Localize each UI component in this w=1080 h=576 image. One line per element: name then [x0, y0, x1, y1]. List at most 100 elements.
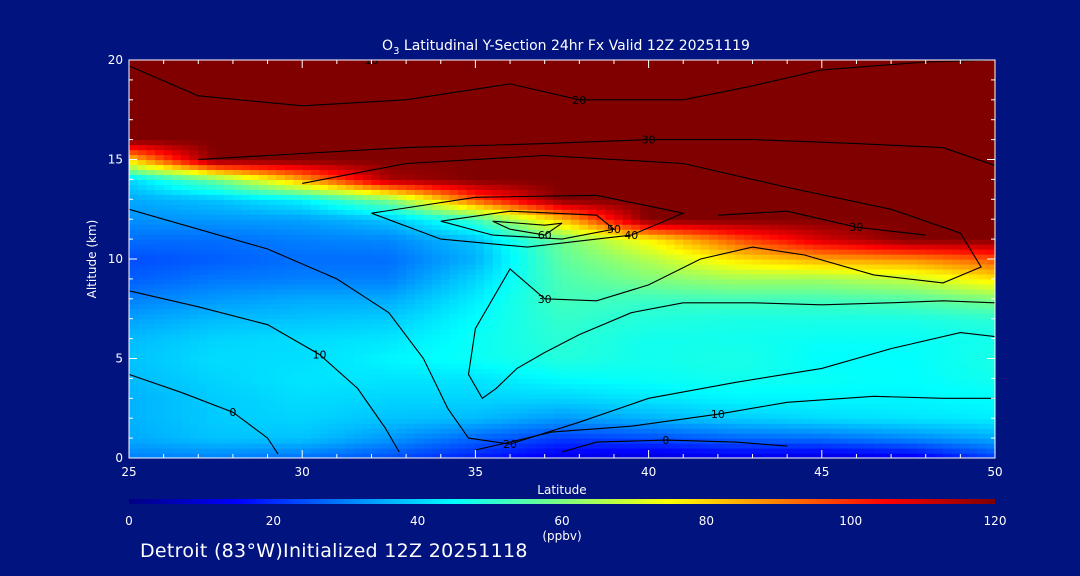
heatmap-cell	[657, 398, 667, 404]
heatmap-cell	[717, 224, 728, 230]
heatmap-cell	[899, 259, 909, 265]
heatmap-cell	[562, 313, 572, 320]
heatmap-cell	[639, 278, 650, 285]
heatmap-cell	[726, 313, 736, 320]
heatmap-cell	[743, 418, 754, 424]
heatmap-cell	[423, 373, 433, 379]
heatmap-cell	[129, 428, 139, 434]
heatmap-cell	[648, 323, 658, 330]
heatmap-cell	[206, 378, 217, 384]
heatmap-cell	[761, 283, 771, 290]
heatmap-cell	[830, 373, 840, 379]
heatmap-cell	[154, 438, 165, 444]
heatmap-cell	[440, 328, 451, 335]
heatmap-cell	[319, 433, 329, 439]
heatmap-cell	[544, 388, 554, 394]
heatmap-cell	[492, 418, 502, 424]
heatmap-cell	[778, 298, 788, 305]
heatmap-cell	[137, 224, 147, 230]
heatmap-cell	[709, 418, 719, 424]
heatmap-cell	[917, 438, 927, 444]
heatmap-cell	[432, 249, 442, 255]
heatmap-cell	[432, 244, 442, 250]
heatmap-cell	[250, 214, 260, 220]
heatmap-cell	[232, 293, 243, 300]
heatmap-cell	[423, 353, 433, 360]
heatmap-cell	[475, 328, 485, 335]
heatmap-cell	[553, 214, 563, 220]
heatmap-cell	[865, 209, 875, 215]
heatmap-cell	[362, 398, 373, 404]
heatmap-cell	[986, 378, 995, 384]
heatmap-cell	[371, 244, 381, 250]
heatmap-cell	[969, 348, 979, 355]
heatmap-cell	[787, 273, 797, 280]
heatmap-cell	[960, 423, 970, 429]
heatmap-cell	[665, 214, 676, 220]
heatmap-cell	[631, 313, 641, 320]
heatmap-cell	[873, 298, 884, 305]
heatmap-cell	[830, 368, 840, 375]
heatmap-cell	[596, 318, 606, 325]
heatmap-cell	[501, 278, 511, 285]
heatmap-cell	[934, 268, 944, 275]
heatmap-cell	[215, 428, 225, 434]
heatmap-cell	[934, 353, 944, 360]
heatmap-cell	[735, 348, 745, 355]
heatmap-cell	[570, 428, 580, 434]
heatmap-cell	[865, 263, 875, 270]
heatmap-cell	[596, 438, 606, 444]
heatmap-cell	[752, 268, 762, 275]
heatmap-cell	[501, 358, 511, 365]
heatmap-cell	[899, 214, 909, 220]
heatmap-cell	[761, 313, 771, 320]
heatmap-cell	[839, 239, 849, 245]
heatmap-cell	[449, 338, 459, 345]
heatmap-cell	[310, 278, 321, 285]
heatmap-cell	[856, 328, 866, 335]
heatmap-cell	[336, 433, 347, 439]
heatmap-cell	[232, 373, 243, 379]
heatmap-cell	[587, 283, 598, 290]
heatmap-cell	[605, 453, 615, 458]
heatmap-cell	[319, 263, 329, 270]
heatmap-cell	[934, 448, 944, 454]
heatmap-cell	[657, 244, 667, 250]
heatmap-cell	[717, 383, 728, 389]
heatmap-cell	[613, 343, 624, 350]
heatmap-cell	[648, 219, 658, 225]
heatmap-cell	[613, 318, 624, 325]
heatmap-cell	[406, 333, 416, 340]
heatmap-cell	[310, 214, 321, 220]
heatmap-cell	[241, 308, 251, 315]
heatmap-cell	[891, 393, 901, 399]
heatmap-cell	[388, 229, 399, 235]
heatmap-cell	[726, 263, 736, 270]
heatmap-cell	[189, 438, 199, 444]
heatmap-cell	[562, 229, 572, 235]
heatmap-cell	[284, 378, 295, 384]
heatmap-cell	[241, 214, 251, 220]
heatmap-cell	[137, 353, 147, 360]
heatmap-cell	[553, 373, 563, 379]
heatmap-cell	[657, 234, 667, 240]
heatmap-cell	[587, 323, 598, 330]
heatmap-cell	[198, 229, 208, 235]
heatmap-cell	[432, 403, 442, 409]
heatmap-cell	[743, 378, 754, 384]
heatmap-cell	[215, 254, 225, 260]
heatmap-cell	[492, 398, 502, 404]
heatmap-cell	[484, 318, 494, 325]
heatmap-cell	[198, 318, 208, 325]
heatmap-cell	[587, 423, 598, 429]
heatmap-cell	[795, 328, 806, 335]
heatmap-cell	[215, 408, 225, 414]
heatmap-cell	[371, 393, 381, 399]
heatmap-cell	[163, 383, 173, 389]
heatmap-cell	[908, 368, 918, 375]
heatmap-cell	[648, 254, 658, 260]
heatmap-cell	[137, 418, 147, 424]
heatmap-cell	[198, 254, 208, 260]
heatmap-cell	[674, 308, 684, 315]
heatmap-cell	[492, 239, 502, 245]
